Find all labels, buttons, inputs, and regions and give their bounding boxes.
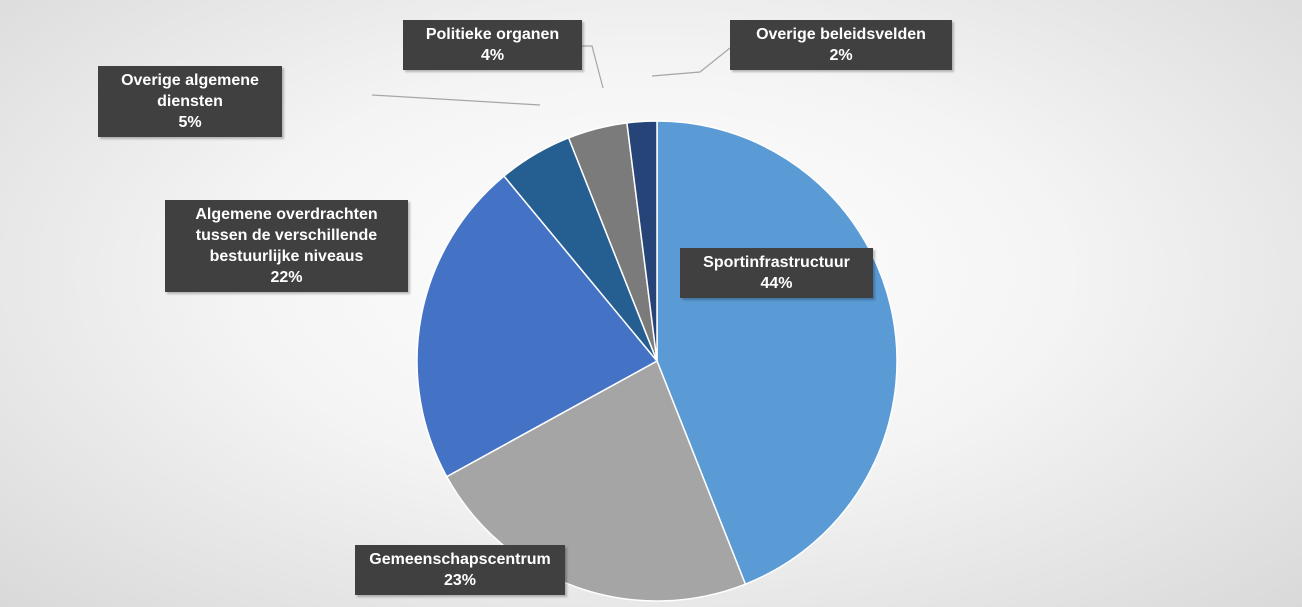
label-name: Overige beleidsvelden	[756, 26, 926, 43]
data-label: Overige algemene diensten 5%	[98, 66, 282, 137]
pie-slice	[656, 120, 898, 586]
pie-slice	[445, 359, 747, 602]
data-label: Overige beleidsvelden 2%	[730, 20, 952, 70]
label-value: 2%	[829, 47, 853, 64]
leader-line	[371, 94, 541, 106]
label-value: 23%	[443, 572, 477, 589]
leader-line	[582, 45, 604, 89]
label-value: 4%	[480, 47, 505, 64]
label-name: Gemeenschapscentrum	[369, 551, 551, 568]
label-value: 44%	[760, 275, 793, 292]
data-label: Gemeenschapscentrum 23%	[355, 545, 565, 595]
data-label: Algemene overdrachten tussen de verschil…	[165, 200, 408, 292]
label-name: Sportinfrastructuur	[703, 254, 850, 271]
data-label: Sportinfrastructuur 44%	[680, 248, 873, 298]
data-label: Politieke organen 4%	[403, 20, 582, 70]
label-value: 5%	[178, 114, 202, 131]
label-value: 22%	[270, 269, 303, 286]
label-name: Overige algemene diensten	[121, 72, 259, 110]
label-name: Politieke organen	[425, 26, 560, 43]
leader-line	[651, 47, 731, 77]
pie-slice	[626, 120, 658, 362]
label-name: Algemene overdrachten tussen de verschil…	[195, 206, 378, 265]
slices	[416, 120, 898, 602]
pie-slice	[416, 175, 659, 478]
